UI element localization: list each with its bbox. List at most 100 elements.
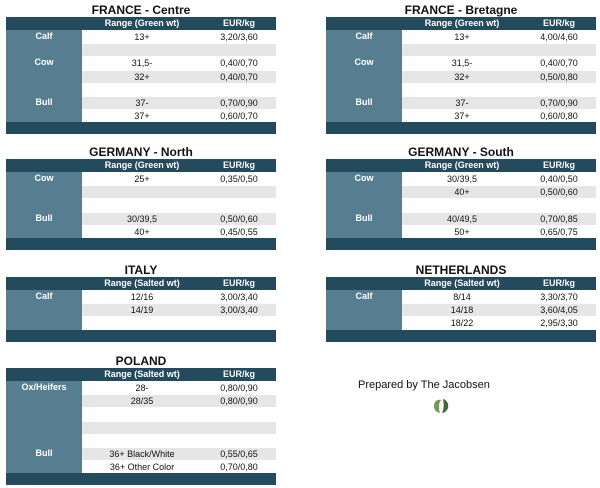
category-column [326,172,402,238]
table-title: POLAND [115,354,167,368]
category-column [326,290,402,330]
range-cell: 14/19 [130,305,154,316]
range-cell: 28- [135,383,149,393]
range-cell: 25+ [134,174,150,184]
header-blank [6,17,82,30]
header-blank [326,277,402,290]
price-cell: 0,40/0,70 [220,71,258,82]
range-cell: 28/35 [130,396,154,407]
table-title: GERMANY - North [89,145,193,159]
table-footer [326,238,596,250]
category-label: Calf [35,31,53,41]
header-price: EUR/kg [542,18,575,28]
category-label: Cow [34,57,54,68]
price-cell: 0,50/0,60 [220,213,258,224]
header-range: Range (Green wt) [424,160,500,170]
category-column [6,30,82,123]
table-row: 37+ 0,60/0,70 [82,109,276,123]
range-cell [82,84,202,96]
table-row: 32+ 0,40/0,70 [82,69,276,83]
range-cell: 31,5- [451,58,473,69]
table-row: 30/39,5 0,40/0,50 [402,172,596,185]
table-footer [326,329,596,342]
price-cell [202,44,276,56]
category-label: Bull [35,448,53,458]
table-row: 14/18 3,60/4,05 [402,303,596,317]
table-row: 30/39,5 0,50/0,60 [82,211,276,225]
range-cell: 32+ [134,71,150,82]
table-row: 50+ 0,65/0,75 [402,224,596,238]
table-row: 40+ 0,45/0,55 [82,224,276,238]
range-cell [402,44,522,56]
table-row [82,198,276,212]
range-cell: 40+ [454,187,470,198]
table-title: NETHERLANDS [415,263,507,277]
category-label: Bull [355,97,373,107]
table-row [82,433,276,447]
price-cell: 0,55/0,65 [220,449,258,459]
price-cell: 0,70/0,90 [220,98,258,108]
table-row: 40+ 0,50/0,60 [402,185,596,199]
price-cell: 3,00/3,40 [220,305,258,316]
price-cell [202,408,276,420]
header-range: Range (Green wt) [104,18,180,28]
header-price: EUR/kg [222,278,255,288]
header-price: EUR/kg [222,160,255,170]
table-header: Range (Green wt) EUR/kg [326,159,596,172]
price-table: FRANCE - Centre Range (Green wt) EUR/kg Cal… [6,3,276,135]
price-table: ITALY Range (Salted wt) EUR/kg Calf 12/16 3,0… [6,263,276,342]
price-table: NETHERLANDS Range (Salted wt) EUR/kg Calf 8/… [326,263,596,342]
table-title: GERMANY - South [408,145,514,159]
table-row: 36+ Other Color 0,70/0,80 [82,460,276,474]
table-title: ITALY [124,263,158,277]
table-row [402,82,596,96]
range-cell: 32+ [454,71,470,82]
table-row [402,198,596,212]
table-row [82,316,276,330]
table-footer [326,122,596,135]
range-cell: 50+ [454,226,470,237]
price-cell: 0,70/0,85 [540,213,578,224]
table-header: Range (Salted wt) EUR/kg [326,277,596,290]
category-label: Cow [34,173,54,183]
table-footer [6,122,276,135]
price-cell [202,186,276,198]
header-price: EUR/kg [542,160,575,170]
category-label: Cow [354,57,374,68]
header-range: Range (Green wt) [104,160,180,170]
header-blank [326,159,402,172]
category-column [6,381,82,474]
price-cell: 0,35/0,50 [220,174,258,184]
range-cell [402,84,522,96]
table-row [82,82,276,96]
range-cell: 37+ [134,111,150,122]
category-label: Cow [354,173,374,183]
category-label: Ox/Heifers [21,382,67,392]
table-row: 13+ 4,00/4,60 [402,30,596,43]
range-cell: 13+ [134,32,150,42]
table-header: Range (Green wt) EUR/kg [6,17,276,30]
price-cell: 0,50/0,80 [540,71,578,82]
table-footer [6,473,276,486]
range-cell: 14/18 [450,305,474,316]
table-row [402,43,596,57]
table-row: 32+ 0,50/0,80 [402,69,596,83]
header-blank [6,368,82,381]
credit-text: Prepared by The Jacobsen [358,379,490,391]
price-cell: 3,00/3,40 [220,292,258,302]
header-range: Range (Green wt) [424,18,500,28]
category-label: Calf [355,291,373,301]
range-cell: 18/22 [450,318,474,329]
range-cell: 31,5- [131,58,153,69]
price-cell [202,317,276,329]
category-label: Bull [35,97,53,107]
header-blank [6,277,82,290]
price-table: GERMANY - South Range (Green wt) EUR/kg Cow… [326,145,596,250]
table-row: 31,5- 0,40/0,70 [82,56,276,70]
table-row: 12/16 3,00/3,40 [82,290,276,303]
range-cell: 30/39,5 [446,174,478,184]
price-cell: 0,60/0,80 [540,111,578,122]
table-footer [6,329,276,342]
range-cell [82,408,202,420]
price-cell [202,422,276,434]
